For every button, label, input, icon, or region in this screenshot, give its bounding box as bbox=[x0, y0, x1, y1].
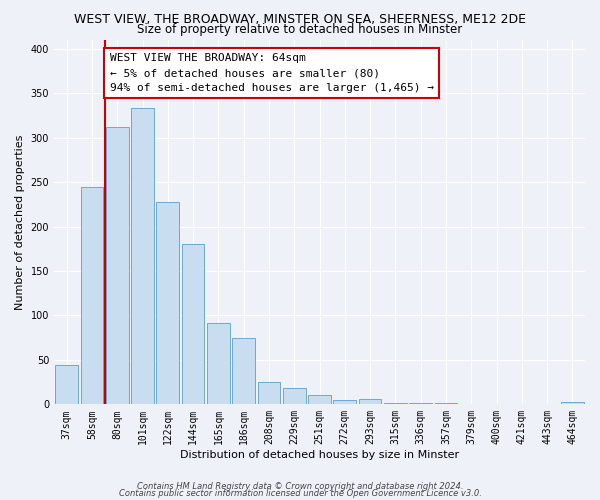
Bar bbox=[157, 202, 179, 404]
Bar bbox=[55, 365, 78, 405]
Text: WEST VIEW, THE BROADWAY, MINSTER ON SEA, SHEERNESS, ME12 2DE: WEST VIEW, THE BROADWAY, MINSTER ON SEA,… bbox=[74, 12, 526, 26]
Bar bbox=[80, 186, 103, 404]
Bar bbox=[561, 402, 584, 404]
Bar bbox=[182, 244, 205, 404]
Bar bbox=[207, 324, 230, 404]
Bar bbox=[384, 402, 407, 404]
Bar bbox=[131, 108, 154, 405]
Bar bbox=[283, 388, 305, 404]
Text: Contains HM Land Registry data © Crown copyright and database right 2024.: Contains HM Land Registry data © Crown c… bbox=[137, 482, 463, 491]
Bar bbox=[334, 400, 356, 404]
Bar bbox=[409, 402, 432, 404]
Text: WEST VIEW THE BROADWAY: 64sqm
← 5% of detached houses are smaller (80)
94% of se: WEST VIEW THE BROADWAY: 64sqm ← 5% of de… bbox=[110, 54, 434, 93]
Text: Size of property relative to detached houses in Minster: Size of property relative to detached ho… bbox=[137, 22, 463, 36]
Bar bbox=[257, 382, 280, 404]
Bar bbox=[232, 338, 255, 404]
Bar bbox=[308, 396, 331, 404]
Y-axis label: Number of detached properties: Number of detached properties bbox=[15, 134, 25, 310]
Bar bbox=[106, 127, 128, 404]
Text: Contains public sector information licensed under the Open Government Licence v3: Contains public sector information licen… bbox=[119, 489, 481, 498]
X-axis label: Distribution of detached houses by size in Minster: Distribution of detached houses by size … bbox=[180, 450, 459, 460]
Bar bbox=[359, 399, 382, 404]
